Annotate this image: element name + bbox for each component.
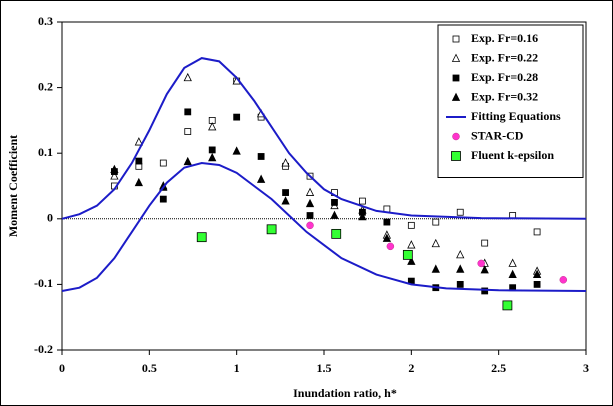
marker — [331, 198, 338, 206]
x-tick-label: 1 — [234, 361, 240, 375]
marker — [407, 240, 416, 249]
y-tick-label: -0.1 — [34, 276, 53, 290]
x-tick-label: 1.5 — [317, 361, 332, 375]
marker — [281, 196, 290, 205]
marker — [402, 249, 413, 260]
marker — [281, 158, 290, 167]
marker — [184, 128, 192, 135]
y-tick-label: 0.3 — [38, 14, 53, 28]
x-tick-label: 0.5 — [142, 361, 157, 375]
marker — [306, 221, 314, 230]
marker — [183, 156, 192, 166]
marker — [431, 264, 440, 273]
marker — [305, 187, 315, 196]
legend-label: STAR-CD — [471, 128, 524, 142]
marker — [208, 146, 216, 154]
marker — [502, 300, 513, 311]
marker — [358, 211, 367, 221]
legend-label: Fluent k-epsilon — [471, 148, 554, 162]
x-tick-label: 2 — [408, 361, 414, 375]
marker — [407, 221, 415, 229]
marker — [432, 218, 440, 226]
legend-label: Exp. Fr=0.22 — [471, 50, 538, 64]
marker — [431, 238, 440, 248]
x-tick-label: 0 — [59, 361, 65, 375]
legend-label: Fitting Equations — [471, 109, 561, 123]
fit-line — [61, 57, 587, 292]
marker — [456, 208, 464, 216]
marker — [383, 218, 391, 226]
marker — [508, 269, 517, 278]
marker — [159, 159, 167, 167]
marker — [481, 287, 489, 295]
y-tick-label: 0 — [47, 211, 53, 225]
marker — [257, 153, 265, 160]
marker — [134, 177, 144, 187]
y-axis-label: Moment Coefficient — [6, 135, 20, 237]
marker — [306, 212, 314, 219]
marker — [559, 276, 568, 284]
marker — [159, 195, 167, 203]
marker — [386, 242, 395, 251]
marker — [256, 174, 266, 183]
marker — [532, 269, 542, 278]
marker — [196, 232, 207, 243]
marker — [359, 197, 366, 205]
marker — [305, 198, 315, 208]
x-tick-label: 3 — [583, 361, 589, 375]
marker — [233, 113, 241, 121]
marker — [407, 256, 416, 265]
marker — [208, 152, 217, 162]
marker — [208, 122, 217, 131]
y-tick-label: 0.2 — [38, 79, 53, 93]
legend-swatch — [451, 92, 461, 101]
marker — [135, 157, 143, 165]
marker — [183, 72, 192, 82]
y-tick-label: -0.2 — [34, 342, 53, 356]
marker — [456, 280, 464, 288]
legend-swatch — [452, 132, 460, 141]
marker — [456, 264, 465, 273]
marker — [330, 210, 339, 219]
marker — [110, 171, 119, 180]
legend-label: Exp. Fr=0.28 — [471, 70, 538, 84]
marker — [184, 108, 192, 116]
marker — [331, 228, 342, 239]
x-tick-label: 2.5 — [491, 361, 506, 375]
marker — [266, 224, 277, 235]
legend-swatch — [451, 53, 461, 62]
marker — [480, 265, 489, 274]
marker — [533, 228, 541, 236]
marker — [282, 189, 289, 196]
marker — [382, 233, 392, 242]
y-tick-label: 0.1 — [38, 145, 53, 159]
legend-box — [437, 24, 584, 178]
marker — [456, 249, 465, 259]
legend-label: Exp. Fr=0.32 — [471, 89, 538, 103]
x-axis-label: Inundation ratio, h* — [293, 386, 397, 400]
marker — [110, 164, 119, 174]
marker — [477, 259, 485, 268]
legend-swatch — [451, 151, 461, 161]
legend-label: Exp. Fr=0.16 — [471, 31, 538, 45]
marker — [232, 146, 241, 155]
marker — [533, 280, 541, 288]
marker — [134, 137, 144, 146]
legend-swatch — [452, 35, 460, 43]
marker — [481, 239, 489, 247]
legend-swatch — [452, 74, 460, 82]
marker — [508, 258, 517, 267]
